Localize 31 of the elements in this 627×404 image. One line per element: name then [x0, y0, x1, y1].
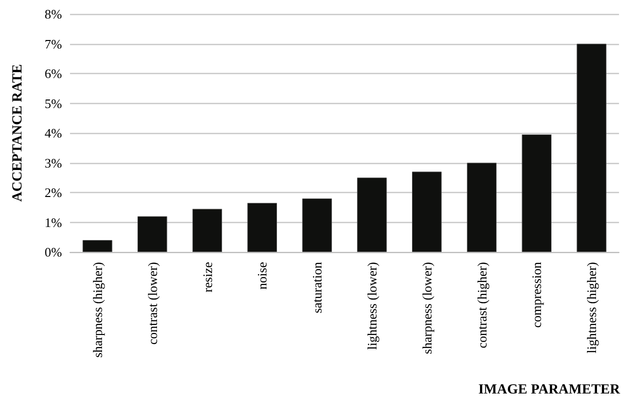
y-tick-label: 5%: [44, 96, 62, 111]
x-tick-label: saturation: [310, 262, 325, 314]
x-tick-label: lightness (higher): [584, 262, 600, 354]
bar: [192, 208, 222, 252]
x-tick-label: noise: [254, 262, 270, 290]
y-tick-label: 7%: [44, 36, 62, 52]
y-tick-label: 2%: [44, 185, 62, 200]
y-tick-label: 8%: [44, 6, 62, 22]
y-tick-label: 1%: [44, 214, 62, 230]
bar: [82, 240, 112, 252]
x-tick-label: lightness (lower): [364, 262, 380, 350]
bar: [138, 216, 168, 252]
x-axis-title: IMAGE PARAMETER: [478, 382, 621, 398]
y-tick-label: 6%: [44, 66, 62, 81]
bar: [522, 134, 552, 252]
bar: [247, 202, 277, 252]
x-tick-label: sharpness (lower): [419, 262, 434, 354]
x-tick-label: sharpness (higher): [90, 262, 105, 358]
y-axis-title: ACCEPTANCE RATE: [10, 64, 26, 202]
x-tick-label: compression: [529, 262, 544, 328]
bar: [466, 162, 497, 252]
bar: [412, 172, 442, 252]
bar: [357, 178, 387, 252]
y-tick-label: 3%: [44, 155, 62, 170]
y-tick-label: 4%: [44, 126, 62, 140]
x-tick-label: resize: [200, 262, 215, 292]
bar: [576, 44, 606, 252]
x-tick-label: contrast (lower): [144, 262, 160, 345]
y-tick-label: 0%: [44, 244, 62, 260]
bar: [302, 198, 332, 252]
x-tick-label: contrast (higher): [474, 262, 490, 348]
